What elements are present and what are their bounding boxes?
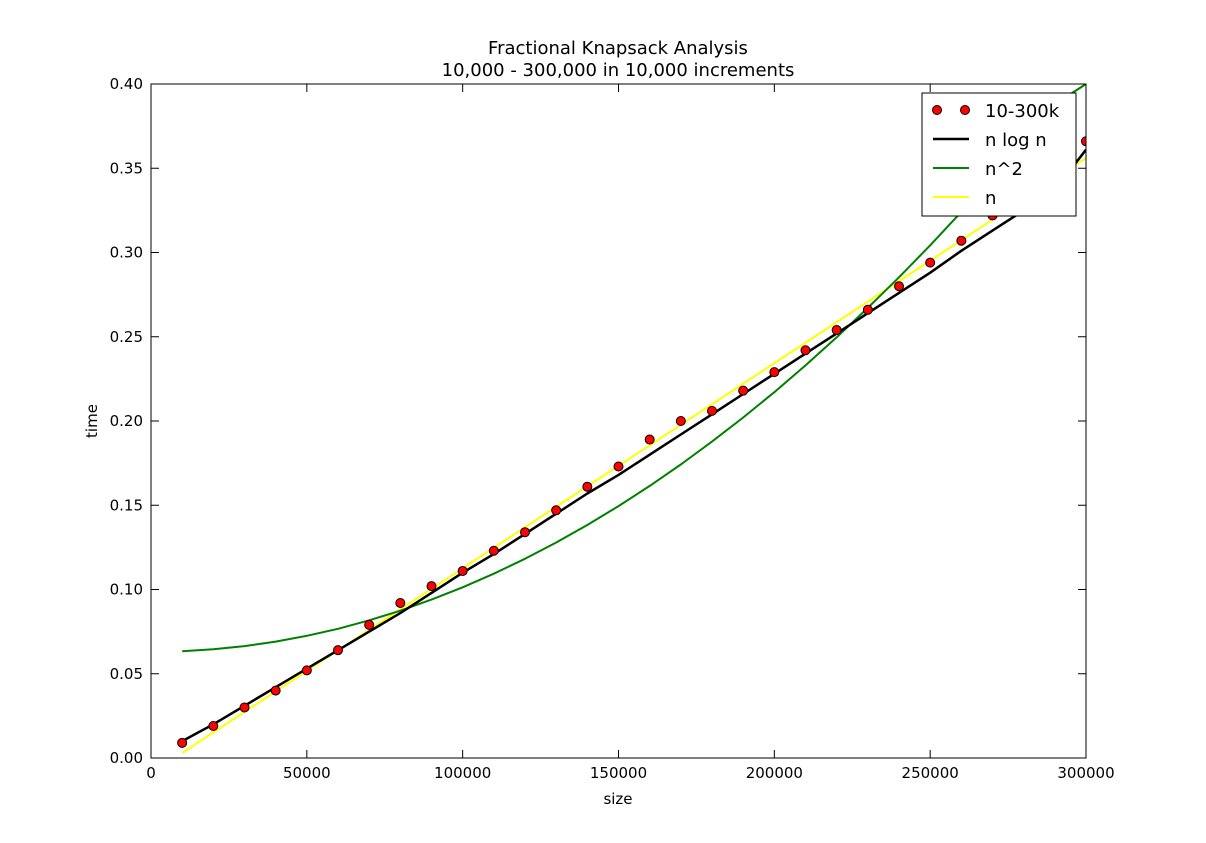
legend-label-nlogn: n log n xyxy=(985,130,1047,151)
x-axis-label: size xyxy=(603,790,632,808)
data-point xyxy=(613,461,624,472)
data-point xyxy=(551,505,562,516)
legend-label-n2: n^2 xyxy=(985,159,1023,180)
legend-marker-dot xyxy=(932,105,942,115)
data-point xyxy=(675,416,686,426)
data-point xyxy=(301,665,312,676)
data-point xyxy=(925,257,936,268)
chart-subtitle: 10,000 - 300,000 in 10,000 increments xyxy=(442,60,795,81)
data-point xyxy=(208,720,219,731)
legend-label-10-300k: 10-300k xyxy=(985,101,1060,122)
x-tick-label: 0 xyxy=(146,764,156,782)
y-tick-label: 0.40 xyxy=(110,75,143,93)
y-tick-label: 0.10 xyxy=(110,581,143,599)
data-point xyxy=(177,737,188,748)
plot-area xyxy=(177,84,1086,754)
data-point xyxy=(862,304,873,315)
x-tick-label: 250000 xyxy=(902,764,959,782)
legend-frame xyxy=(921,92,1077,217)
legend-entry-nlogn: n log n xyxy=(933,130,1047,151)
x-tick-label: 150000 xyxy=(590,764,647,782)
series-line-n-2 xyxy=(182,84,1086,653)
legend-entry-n: n xyxy=(933,188,996,209)
x-tick-label: 50000 xyxy=(283,764,331,782)
data-point xyxy=(457,565,468,576)
series-line-n-log-n xyxy=(181,148,1086,743)
y-axis-label: time xyxy=(83,404,101,438)
ticks-layer: 0 50000 100000 150000 200000 250000 300000 0.00… xyxy=(110,75,1115,782)
legend-entry-n2: n^2 xyxy=(933,159,1023,180)
data-point xyxy=(426,581,437,592)
data-point xyxy=(270,685,281,696)
chart-title: Fractional Knapsack Analysis xyxy=(488,38,748,59)
y-tick-label: 0.35 xyxy=(110,159,143,177)
data-point xyxy=(800,345,811,356)
data-point xyxy=(707,405,717,416)
x-tick-label: 200000 xyxy=(746,764,803,782)
y-tick-label: 0.25 xyxy=(110,328,143,346)
data-point xyxy=(831,325,842,336)
y-tick-label: 0.30 xyxy=(110,244,143,262)
data-point xyxy=(1081,136,1086,147)
data-point xyxy=(333,645,343,656)
series-layer xyxy=(177,84,1086,754)
data-point xyxy=(769,367,780,378)
y-tick-label: 0.20 xyxy=(110,412,143,430)
data-point xyxy=(894,281,904,292)
data-point xyxy=(364,619,375,630)
data-point xyxy=(956,235,967,246)
data-point xyxy=(239,702,250,713)
y-tick-label: 0.15 xyxy=(110,496,143,514)
y-tick-label: 0.05 xyxy=(110,665,143,683)
data-point xyxy=(738,385,749,396)
data-point xyxy=(644,434,655,445)
data-point xyxy=(395,597,406,608)
series-line-n xyxy=(181,157,1086,754)
legend-label-n: n xyxy=(985,188,996,209)
data-point xyxy=(488,545,499,556)
data-point xyxy=(582,481,593,492)
y-tick-label: 0.00 xyxy=(110,749,143,767)
legend: 10-300k n log n n^2 n xyxy=(921,92,1077,217)
x-tick-label: 300000 xyxy=(1057,764,1114,782)
data-point xyxy=(520,527,530,538)
legend-marker-dot xyxy=(960,105,970,115)
legend-entry-scatter: 10-300k xyxy=(932,101,1060,122)
x-tick-label: 100000 xyxy=(434,764,491,782)
